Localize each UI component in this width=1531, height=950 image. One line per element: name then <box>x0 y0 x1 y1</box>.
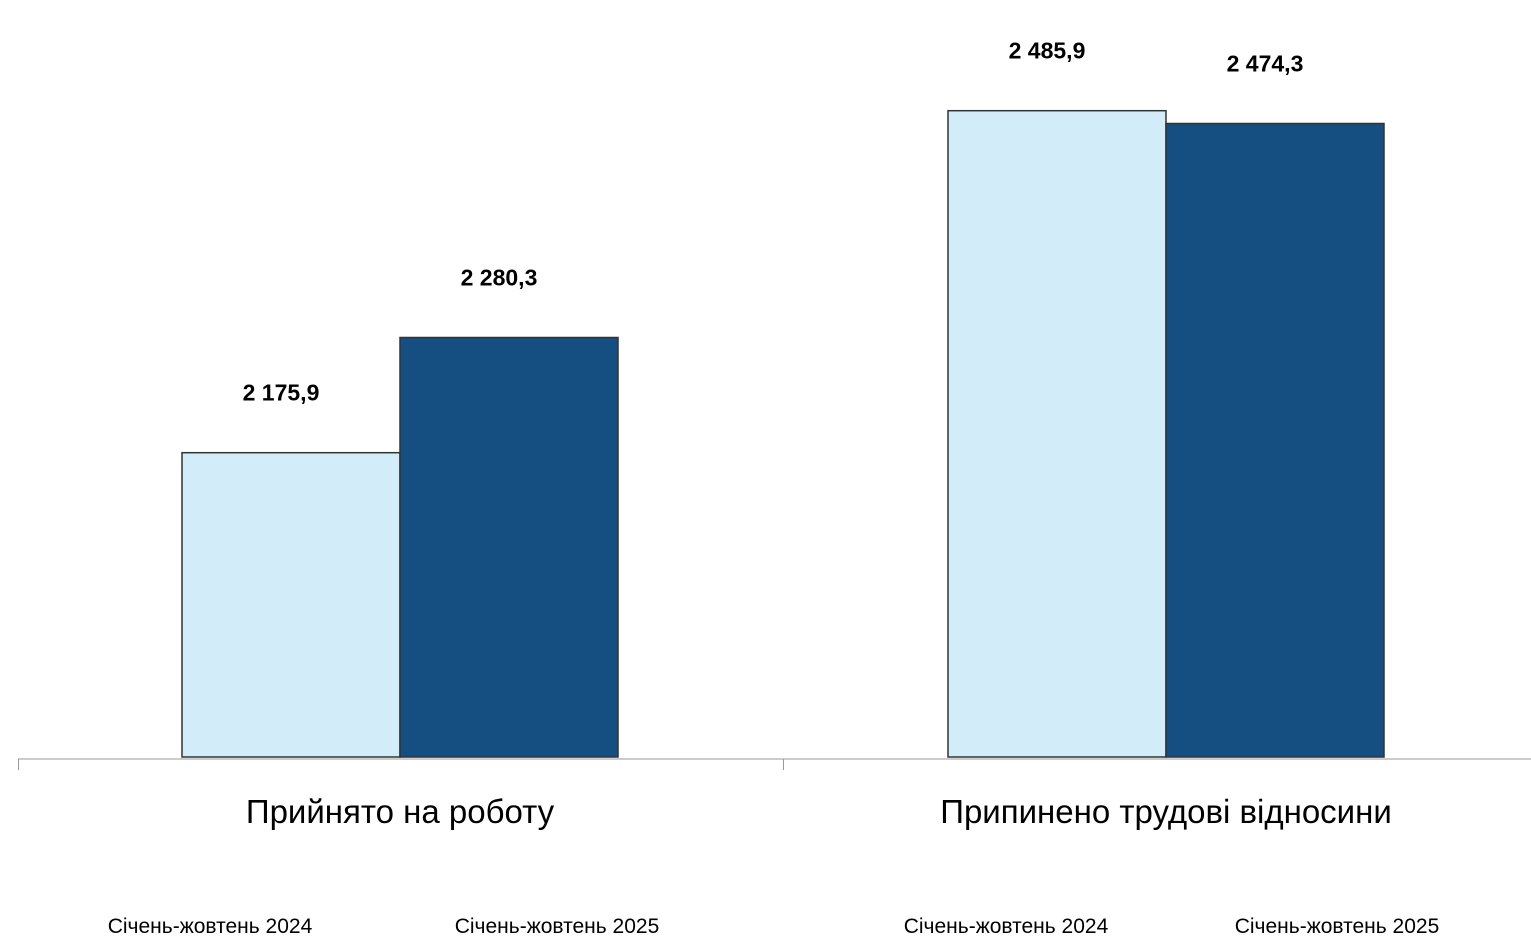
bar <box>1165 122 1385 758</box>
category-labels-layer: Прийнято на роботу Припинено трудові від… <box>246 793 1392 830</box>
bars-layer <box>181 109 1385 758</box>
legend-label: Січень-жовтень 2025 <box>455 915 660 938</box>
bar <box>947 109 1167 758</box>
legend: Січень-жовтень 2024 Січень-жовтень 2025 … <box>108 915 1440 938</box>
legend-label: Січень-жовтень 2025 <box>1235 915 1440 938</box>
bar <box>181 451 401 758</box>
legend-label: Січень-жовтень 2024 <box>108 915 313 938</box>
x-axis <box>18 758 1531 770</box>
data-label: 2 474,3 <box>1227 51 1304 77</box>
category-label: Припинено трудові відносини <box>940 793 1392 830</box>
data-label: 2 485,9 <box>1009 38 1086 64</box>
data-label: 2 175,9 <box>243 380 320 406</box>
data-label: 2 280,3 <box>461 265 538 291</box>
bar <box>399 336 619 758</box>
category-label: Прийнято на роботу <box>246 793 555 830</box>
value-labels-layer: 2 175,9 2 280,3 2 485,9 2 474,3 <box>243 38 1304 406</box>
legend-label: Січень-жовтень 2024 <box>904 915 1109 938</box>
